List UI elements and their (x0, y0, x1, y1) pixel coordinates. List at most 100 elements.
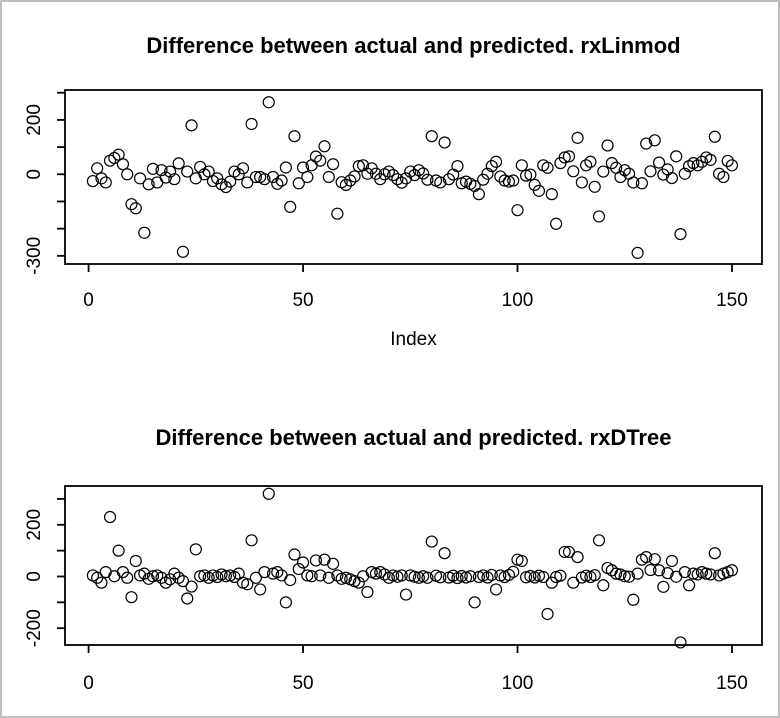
data-point (288, 130, 301, 143)
data-point (708, 547, 721, 560)
data-point (301, 569, 314, 582)
data-point (519, 169, 533, 182)
data-point (121, 571, 134, 584)
data-point (331, 207, 344, 220)
data-point (194, 570, 207, 583)
data-point (266, 170, 280, 184)
data-point (489, 583, 503, 596)
data-point (704, 568, 717, 581)
data-point (142, 178, 155, 191)
data-point (558, 545, 571, 559)
data-point (597, 579, 610, 592)
data-point (387, 168, 400, 182)
data-point (644, 563, 657, 577)
data-point (155, 164, 168, 177)
data-point (708, 130, 721, 143)
data-point (138, 226, 151, 239)
data-point (318, 553, 331, 566)
data-point (296, 556, 310, 569)
data-point (228, 570, 241, 584)
data-point (695, 155, 709, 168)
data-point (279, 161, 292, 174)
data-point (382, 165, 395, 178)
data-point (627, 593, 640, 606)
data-point (288, 548, 301, 561)
data-point (532, 184, 546, 197)
data-point (627, 176, 640, 189)
data-point (721, 154, 734, 168)
data-point (279, 596, 292, 609)
data-point (284, 574, 297, 587)
data-point (339, 178, 353, 191)
data-point (507, 565, 520, 578)
data-point (322, 571, 335, 584)
data-point (172, 571, 185, 584)
data-point (181, 592, 194, 605)
data-point (725, 159, 739, 172)
data-point (622, 570, 636, 583)
data-point (678, 167, 691, 180)
data-point (112, 544, 125, 557)
data-point (438, 547, 451, 560)
data-point (575, 176, 588, 189)
data-point (631, 567, 644, 580)
data-point (571, 550, 584, 564)
data-point (249, 170, 262, 184)
data-point (614, 170, 627, 184)
data-point (146, 570, 160, 583)
data-point (541, 161, 554, 174)
data-point (704, 153, 717, 166)
data-point (691, 159, 704, 172)
data-point (421, 571, 434, 584)
data-point (644, 165, 657, 178)
data-point (618, 164, 631, 177)
data-point (489, 155, 503, 168)
data-point (305, 570, 318, 583)
data-point (502, 175, 516, 188)
data-point (588, 180, 601, 193)
data-point (464, 570, 477, 583)
data-point (648, 553, 661, 566)
data-point (580, 159, 593, 172)
data-point (438, 136, 451, 149)
data-point (301, 170, 314, 184)
x-tick-label: 0 (83, 673, 94, 694)
data-point (172, 157, 185, 170)
data-point (648, 134, 661, 147)
data-point (309, 150, 323, 163)
data-point (262, 96, 275, 109)
data-point (331, 569, 344, 582)
y-tick-label: 200 (24, 104, 45, 136)
data-point (133, 172, 147, 185)
data-point (211, 172, 224, 185)
x-axis-label-index: Index (390, 329, 437, 350)
data-point (610, 567, 623, 580)
data-point (352, 576, 365, 589)
data-point (352, 160, 365, 173)
data-point (524, 168, 537, 181)
data-point (511, 204, 524, 217)
data-point (254, 583, 267, 596)
data-point (592, 210, 606, 223)
data-point (408, 570, 421, 583)
data-point (485, 160, 498, 173)
data-point (391, 173, 404, 186)
data-point (515, 554, 528, 568)
data-point (447, 168, 460, 181)
data-point (241, 176, 254, 189)
data-point (91, 162, 104, 175)
data-point (661, 567, 674, 580)
data-point (121, 168, 134, 181)
data-point (571, 131, 584, 144)
data-point (129, 554, 142, 568)
data-point (442, 173, 455, 186)
data-point (652, 156, 666, 169)
data-point (618, 570, 631, 583)
data-point (601, 139, 614, 152)
data-point (657, 580, 670, 593)
data-point (335, 572, 348, 585)
data-point (309, 554, 323, 567)
data-point (245, 534, 258, 547)
data-point (412, 164, 425, 177)
data-point (545, 188, 558, 201)
